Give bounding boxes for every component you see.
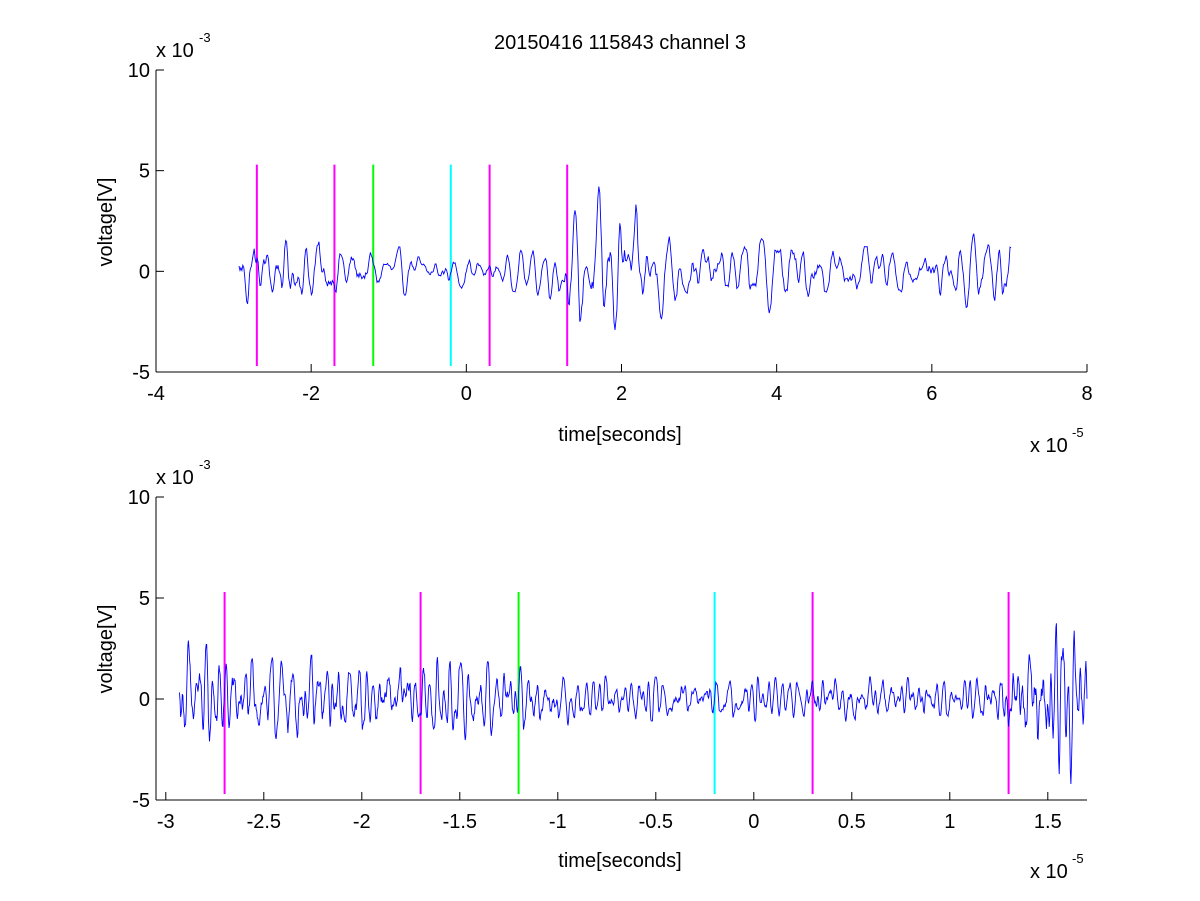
top-x-ticks: -4 -2 0 2 4 6 8 — [147, 364, 1093, 405]
bottom-vertical-markers — [223, 591, 1010, 794]
bottom-y-tick-label: 5 — [139, 588, 150, 610]
top-x-tick-label: 6 — [926, 383, 937, 405]
top-x-tick-label: 0 — [461, 383, 472, 405]
top-y-tick-label: -5 — [132, 362, 150, 384]
bottom-voltage-trace — [179, 623, 1088, 785]
bottom-x-tick-label: -0.5 — [639, 811, 673, 833]
top-y-tick-label: 5 — [139, 161, 150, 183]
bottom-x-tick-label: -3 — [157, 811, 175, 833]
bottom-y-ticks: -5 0 5 10 — [128, 487, 164, 812]
bottom-y-tick-label: -5 — [132, 790, 150, 812]
bottom-x-multiplier-label: x 10 — [1030, 861, 1068, 883]
bottom-y-multiplier-label: x 10 — [156, 467, 194, 489]
top-x-tick-label: 8 — [1081, 383, 1092, 405]
top-x-tick-label: -4 — [147, 383, 165, 405]
bottom-y-tick-label: 0 — [139, 689, 150, 711]
bottom-y-multiplier-exponent: -3 — [199, 457, 211, 472]
bottom-x-multiplier-exponent: -5 — [1072, 851, 1084, 866]
bottom-y-multiplier: x 10 -3 — [156, 457, 211, 489]
bottom-x-tick-label: -2.5 — [247, 811, 281, 833]
top-x-axis-label: time[seconds] — [558, 424, 681, 446]
svg-text:x 10: x 10 — [1030, 435, 1068, 457]
bottom-x-tick-label: -1 — [549, 811, 567, 833]
top-voltage-trace — [238, 186, 1012, 330]
bottom-x-tick-label: -1.5 — [443, 811, 477, 833]
top-x-tick-label: 2 — [616, 383, 627, 405]
top-y-multiplier-label: x 10 — [156, 40, 194, 62]
bottom-x-axis-label: time[seconds] — [558, 850, 681, 872]
bottom-trace-line-0 — [179, 623, 1088, 785]
top-y-multiplier-exponent: -3 — [199, 30, 211, 45]
top-y-tick-label: 10 — [128, 60, 150, 82]
top-plot-frame — [155, 70, 1087, 373]
bottom-x-tick-label: 0.5 — [838, 811, 866, 833]
bottom-x-multiplier: x 10 -5 — [1030, 851, 1084, 883]
top-y-ticks: -5 0 5 10 — [128, 60, 164, 384]
bottom-x-tick-label: 0 — [748, 811, 759, 833]
bottom-plot-frame — [155, 497, 1087, 801]
bottom-x-ticks: -3 -2.5 -2 -1.5 -1 -0.5 0 0.5 1 1.5 — [157, 792, 1062, 833]
top-x-multiplier: x 10 -5 — [1030, 425, 1084, 457]
top-trace-line-0 — [238, 186, 1012, 330]
top-x-multiplier-label: x 10 — [1030, 435, 1068, 457]
top-y-axis-label: voltage[V] — [95, 178, 117, 267]
top-x-tick-label: -2 — [302, 383, 320, 405]
top-vertical-markers — [255, 164, 569, 366]
bottom-y-axis-label: voltage[V] — [95, 605, 117, 694]
top-y-multiplier: x 10 -3 — [156, 30, 211, 62]
top-y-tick-label: 0 — [139, 261, 150, 283]
top-x-multiplier-exponent: -5 — [1072, 425, 1084, 440]
bottom-x-tick-label: 1 — [944, 811, 955, 833]
bottom-x-tick-label: 1.5 — [1034, 811, 1062, 833]
bottom-y-tick-label: 10 — [128, 487, 150, 509]
chart-title: 20150416 115843 channel 3 — [494, 32, 746, 54]
svg-text:x 10: x 10 — [1030, 861, 1068, 883]
bottom-x-tick-label: -2 — [353, 811, 371, 833]
top-axes: 20150416 115843 channel 3 x 10 -3 -4 -2 0 2… — [95, 30, 1093, 457]
bottom-axes: x 10 -3 -3 -2.5 -2 -1.5 -1 -0.5 0 0.5 1 1.5 -5 0 5 1… — [95, 457, 1088, 883]
svg-text:x 10: x 10 — [156, 40, 194, 62]
top-x-tick-label: 4 — [771, 383, 782, 405]
svg-text:x 10: x 10 — [156, 467, 194, 489]
